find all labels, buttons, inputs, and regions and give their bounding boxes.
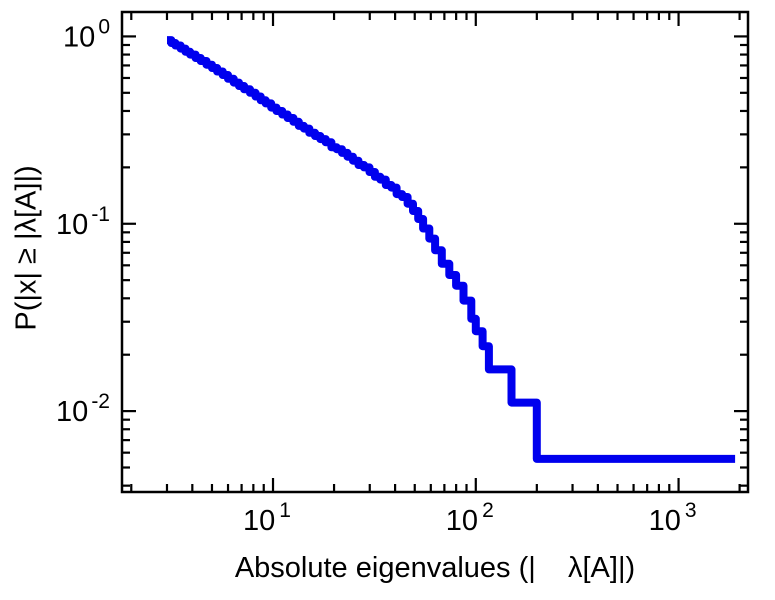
x-tick-label: 10 1 [243, 499, 291, 537]
y-axis-label: P(|x| ≥ |λ[A]|) [10, 165, 43, 331]
x-tick-label: 10 2 [446, 499, 494, 537]
y-tick-label: 10 -1 [56, 203, 110, 241]
x-axis-label: Absolute eigenvalues (| λ[A]|) [234, 552, 636, 584]
y-tick-label: 10 0 [63, 15, 110, 53]
ccdf-step-line [167, 36, 736, 463]
plot-frame [120, 10, 750, 494]
y-tick-label: 10 -2 [56, 390, 110, 428]
x-tick-label: 10 3 [649, 499, 697, 537]
